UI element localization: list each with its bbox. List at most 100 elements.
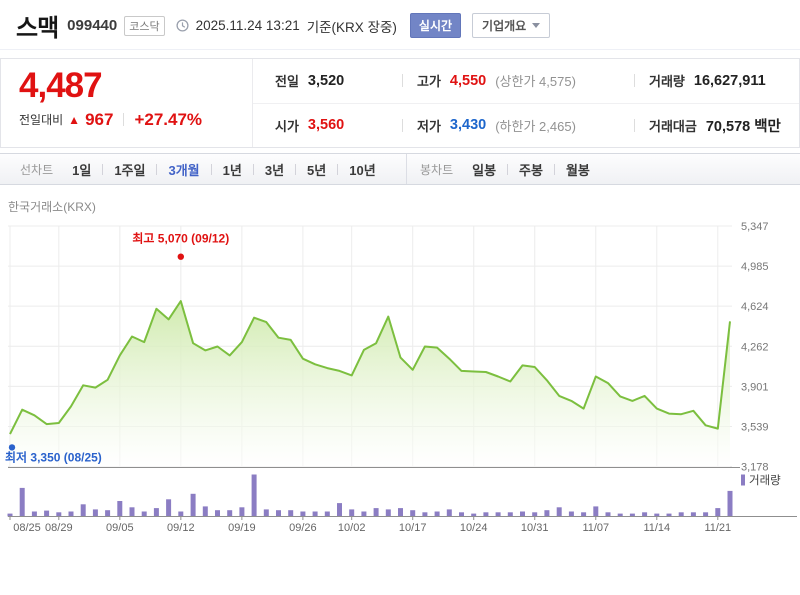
svg-text:최고 5,070 (09/12): 최고 5,070 (09/12) bbox=[132, 231, 229, 246]
open-value: 3,560 bbox=[307, 117, 345, 134]
svg-text:09/05: 09/05 bbox=[106, 522, 134, 534]
svg-text:10/02: 10/02 bbox=[338, 522, 366, 534]
svg-text:09/12: 09/12 bbox=[167, 522, 195, 534]
quote-row-2: 시가 3,560 저가 3,430 (하한가 2,465) 거래대금 70,57… bbox=[253, 104, 799, 148]
upper-limit: (상한가 4,575) bbox=[495, 74, 576, 90]
svg-text:3,901: 3,901 bbox=[741, 381, 769, 393]
change-value: 967 bbox=[85, 109, 114, 129]
quote-detail-table: 전일 3,520 고가 4,550 (상한가 4,575) 거래량 16,627… bbox=[253, 59, 799, 147]
open-group: 시가 3,560 bbox=[275, 116, 397, 135]
high-annotation: 최고 5,070 (09/12) bbox=[132, 231, 229, 260]
divider bbox=[295, 163, 297, 175]
price-change-row: 전일대비 ▲ 967 +27.47% bbox=[19, 110, 252, 130]
tab-3year[interactable]: 3년 bbox=[264, 162, 285, 178]
tab-1day[interactable]: 1일 bbox=[72, 162, 92, 178]
quote-datetime: 2025.11.24 13:21 bbox=[195, 18, 300, 33]
svg-text:11/21: 11/21 bbox=[704, 522, 731, 534]
divider bbox=[210, 163, 212, 175]
svg-text:3,178: 3,178 bbox=[741, 462, 769, 474]
day-high-group: 고가 4,550 (상한가 4,575) bbox=[417, 71, 629, 90]
divider bbox=[634, 74, 635, 88]
day-low-group: 저가 3,430 (하한가 2,465) bbox=[417, 116, 629, 135]
volume-legend: 거래량 bbox=[741, 474, 781, 487]
tab-weekly-candle[interactable]: 주봉 bbox=[519, 162, 543, 178]
divider bbox=[102, 163, 104, 175]
volume-bars bbox=[7, 474, 733, 517]
price-area-fill bbox=[10, 301, 730, 467]
divider bbox=[406, 154, 407, 184]
divider bbox=[553, 163, 555, 175]
line-chart-group-label: 선차트 bbox=[20, 162, 54, 177]
day-high-value: 4,550 bbox=[449, 72, 487, 89]
divider bbox=[123, 113, 125, 127]
svg-text:11/14: 11/14 bbox=[643, 522, 670, 534]
divider bbox=[507, 163, 509, 175]
volume-value: 16,627,911 bbox=[693, 72, 766, 89]
day-low-value: 3,430 bbox=[449, 117, 487, 134]
divider bbox=[337, 163, 339, 175]
x-tick-labels: 08/25 08/29 09/05 09/12 09/19 09/26 10/02 10/17… bbox=[13, 522, 731, 534]
open-label: 시가 bbox=[275, 118, 299, 134]
price-chart-area: 한국거래소(KRX) 08/25 08/29 09/05 09/12 09/19 09/2… bbox=[0, 191, 800, 595]
tab-10year[interactable]: 10년 bbox=[349, 162, 376, 178]
line-chart-tab-group: 선차트 1일 1주일 3개월 1년 3년 5년 10년 bbox=[0, 160, 392, 179]
divider bbox=[156, 163, 158, 175]
low-annotation: 최저 3,350 (08/25) bbox=[5, 444, 102, 464]
svg-text:09/26: 09/26 bbox=[289, 522, 317, 534]
amount-group: 거래대금 70,578 백만 bbox=[649, 115, 781, 136]
svg-text:10/31: 10/31 bbox=[521, 522, 549, 534]
prev-close-label: 전일 bbox=[275, 74, 299, 90]
tab-1week[interactable]: 1주일 bbox=[114, 162, 146, 178]
svg-text:09/19: 09/19 bbox=[228, 522, 256, 534]
clock-icon bbox=[176, 19, 189, 32]
divider bbox=[634, 118, 635, 132]
divider bbox=[252, 163, 254, 175]
company-overview-dropdown[interactable]: 기업개요 bbox=[472, 13, 551, 38]
svg-text:08/25: 08/25 bbox=[13, 522, 41, 534]
divider bbox=[402, 74, 403, 88]
quote-basis: 기준(KRX 장중) bbox=[306, 19, 397, 35]
candle-chart-group-label: 봉차트 bbox=[420, 162, 454, 177]
prev-close-group: 전일 3,520 bbox=[275, 71, 397, 90]
svg-text:거래량: 거래량 bbox=[749, 474, 781, 487]
svg-text:3,539: 3,539 bbox=[741, 422, 769, 434]
tab-5year[interactable]: 5년 bbox=[307, 162, 327, 178]
tab-monthly-candle[interactable]: 월봉 bbox=[565, 162, 590, 178]
y-tick-labels: 5,347 4,985 4,624 4,262 3,901 3,539 3,178 bbox=[741, 221, 769, 474]
stock-header: 스맥 099440 코스닥 2025.11.24 13:21 기준(KRX 장중… bbox=[0, 0, 800, 50]
chart-source-label: 한국거래소(KRX) bbox=[8, 200, 96, 214]
stock-code: 099440 bbox=[67, 17, 118, 34]
change-percent: +27.47% bbox=[134, 109, 203, 129]
change-label: 전일대비 bbox=[19, 113, 64, 128]
current-price-cell: 4,487 전일대비 ▲ 967 +27.47% bbox=[1, 59, 253, 147]
svg-text:5,347: 5,347 bbox=[741, 221, 769, 233]
day-low-label: 저가 bbox=[417, 118, 441, 134]
price-line bbox=[9, 300, 731, 435]
company-overview-label: 기업개요 bbox=[482, 19, 527, 33]
lower-limit: (하한가 2,465) bbox=[495, 118, 576, 134]
svg-text:10/24: 10/24 bbox=[460, 522, 488, 534]
x-axis bbox=[8, 516, 797, 520]
stock-name: 스맥 bbox=[16, 15, 59, 42]
svg-text:08/29: 08/29 bbox=[45, 522, 73, 534]
quote-row-1: 전일 3,520 고가 4,550 (상한가 4,575) 거래량 16,627… bbox=[253, 59, 799, 104]
day-high-label: 고가 bbox=[417, 74, 441, 90]
quote-summary-box: 4,487 전일대비 ▲ 967 +27.47% 전일 3,520 고가 4,5… bbox=[0, 58, 800, 148]
volume-label: 거래량 bbox=[649, 74, 685, 90]
market-badge: 코스닥 bbox=[124, 15, 165, 36]
tab-daily-candle[interactable]: 일봉 bbox=[472, 162, 497, 178]
svg-text:4,985: 4,985 bbox=[741, 261, 769, 273]
svg-text:11/07: 11/07 bbox=[582, 522, 609, 534]
realtime-button[interactable]: 실시간 bbox=[409, 13, 462, 38]
chevron-down-icon bbox=[532, 23, 541, 28]
svg-text:4,262: 4,262 bbox=[741, 341, 769, 353]
tab-3month[interactable]: 3개월 bbox=[168, 162, 200, 178]
candle-chart-tab-group: 봉차트 일봉 주봉 월봉 bbox=[392, 160, 601, 179]
volume-group: 거래량 16,627,911 bbox=[649, 71, 766, 90]
tab-1year[interactable]: 1년 bbox=[222, 162, 242, 178]
divider bbox=[402, 118, 403, 132]
amount-label: 거래대금 bbox=[649, 118, 697, 134]
price-volume-chart: 08/25 08/29 09/05 09/12 09/19 09/26 10/02 10/17… bbox=[5, 221, 797, 534]
current-price: 4,487 bbox=[19, 66, 103, 105]
up-arrow-icon: ▲ bbox=[68, 112, 81, 127]
